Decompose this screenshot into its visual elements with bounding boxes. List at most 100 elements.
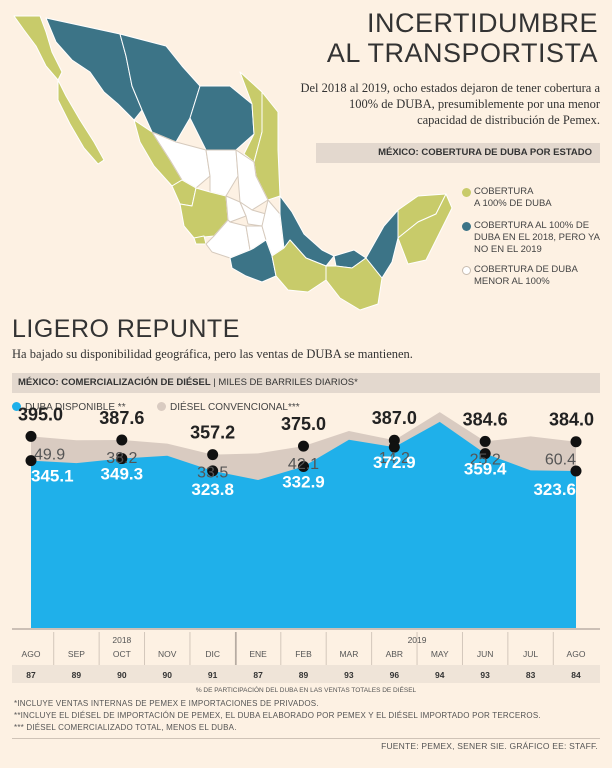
conv-label-12: 60.4 [545, 452, 576, 469]
share-value-11: 83 [526, 670, 536, 680]
chart-header-units: MILES DE BARRILES DIARIOS* [218, 377, 358, 388]
legend-lost-coverage-line2: DUBA EN EL 2018, PERO YA [474, 232, 601, 243]
state-baja-california [13, 15, 63, 81]
chart-header-title: MÉXICO: COMERCIALIZACIÓN DE DIÉSEL [18, 377, 211, 388]
footnote-2: **INCLUYE EL DIÉSEL DE IMPORTACIÓN DE PE… [14, 711, 541, 720]
month-label-6: FEB [295, 649, 312, 659]
legend-dot-teal [462, 222, 471, 231]
main-description: Del 2018 al 2019, ocho estados dejaron d… [300, 81, 600, 127]
total-label-8: 387.0 [372, 408, 417, 428]
share-row-bg [12, 665, 600, 683]
share-value-3: 90 [163, 670, 173, 680]
mexico-coverage-map [13, 15, 453, 311]
state-quintana-roo [397, 193, 453, 265]
legend-convencional-dot [157, 402, 166, 411]
legend-partial-coverage: COBERTURA DE DUBA MENOR AL 100% [462, 264, 602, 288]
legend-duba-dot [12, 402, 21, 411]
total-label-4: 357.2 [190, 423, 235, 443]
duba-label-2: 349.3 [101, 465, 144, 484]
legend-partial-coverage-line1: COBERTURA DE DUBA [474, 264, 578, 275]
share-value-8: 96 [390, 670, 400, 680]
duba-point-12 [570, 465, 582, 477]
duba-label-10: 359.4 [464, 460, 507, 479]
conv-label-4: 33.5 [197, 465, 228, 482]
total-point-6 [298, 440, 309, 452]
legend-duba: DUBA DISPONIBLE ** [12, 402, 126, 413]
state-coahuila [189, 85, 255, 151]
conv-label-8: 14.2 [379, 450, 410, 467]
duba-label-12: 323.6 [533, 480, 576, 499]
share-value-9: 94 [435, 670, 445, 680]
total-label-2: 387.6 [99, 408, 144, 428]
duba-area [31, 421, 576, 628]
month-label-2: OCT [113, 649, 131, 659]
total-label-12: 384.0 [549, 410, 594, 430]
total-point-4 [207, 449, 219, 461]
total-label-6: 375.0 [281, 414, 326, 434]
duba-point-10 [479, 448, 491, 460]
share-value-1: 89 [72, 670, 82, 680]
footnote-1: *INCLUYE VENTAS INTERNAS DE PEMEX E IMPO… [14, 699, 319, 708]
share-value-7: 93 [344, 670, 354, 680]
month-label-7: MAR [339, 649, 358, 659]
share-value-2: 90 [117, 670, 127, 680]
share-value-0: 87 [26, 670, 36, 680]
month-label-0: AGO [22, 649, 41, 659]
legend-dot-white [462, 266, 471, 275]
duba-point-2 [116, 453, 128, 465]
legend-convencional-label: DIÉSEL CONVENCIONAL*** [170, 402, 300, 413]
chart-section-title: LIGERO REPUNTE [12, 315, 240, 343]
duba-label-0: 345.1 [31, 467, 74, 486]
legend-lost-coverage-line1: COBERTURA AL 100% DE [474, 220, 590, 231]
main-title: INCERTIDUMBRE AL TRANSPORTISTA [298, 8, 598, 68]
main-title-line2: AL TRANSPORTISTA [326, 38, 598, 68]
state-chiapas [325, 257, 383, 311]
main-title-line1: INCERTIDUMBRE [366, 8, 598, 38]
state-durango [151, 131, 211, 189]
total-point-2 [116, 434, 128, 446]
chart-header-bar: MÉXICO: COMERCIALIZACIÓN DE DIÉSEL | MIL… [12, 373, 600, 393]
month-label-3: NOV [158, 649, 177, 659]
footnote-3: *** DIÉSEL COMERCIALIZADO TOTAL, MENOS E… [14, 723, 237, 732]
month-label-12: AGO [567, 649, 586, 659]
duba-label-8: 372.9 [373, 453, 416, 472]
duba-label-4: 323.8 [191, 480, 234, 499]
month-label-8: ABR [386, 649, 403, 659]
legend-partial-coverage-line2: MENOR AL 100% [474, 276, 550, 287]
duba-label-6: 332.9 [282, 473, 325, 492]
state-guanajuato [225, 195, 247, 223]
share-caption: % DE PARTICIPACIÓN DEL DUBA EN LAS VENTA… [196, 685, 417, 694]
total-label-0: 395.0 [18, 404, 63, 424]
footer-divider [12, 738, 600, 739]
legend-lost-coverage: COBERTURA AL 100% DE DUBA EN EL 2018, PE… [462, 220, 602, 256]
month-label-4: DIC [205, 649, 220, 659]
source-credit: FUENTE: PEMEX, SENER SIE. GRÁFICO EE: ST… [381, 741, 598, 751]
total-point-0 [25, 430, 37, 442]
conv-label-2: 38.2 [106, 450, 137, 467]
duba-point-4 [207, 465, 219, 477]
legend-full-coverage-line1: COBERTURA [474, 186, 534, 197]
legend-lost-coverage-line3: NO EN EL 2019 [474, 244, 542, 255]
duba-point-8 [388, 441, 400, 453]
share-value-10: 93 [480, 670, 490, 680]
total-point-12 [570, 436, 582, 448]
legend-convencional: DIÉSEL CONVENCIONAL*** [157, 402, 300, 413]
month-label-11: JUL [523, 649, 538, 659]
month-label-1: SEP [68, 649, 85, 659]
total-point-10 [479, 435, 491, 447]
duba-point-6 [298, 461, 309, 473]
month-label-9: MAY [431, 649, 449, 659]
legend-full-coverage-line2: A 100% DE DUBA [474, 198, 552, 209]
year-label-1: 2019 [408, 635, 427, 645]
total-label-10: 384.6 [463, 409, 508, 429]
legend-duba-label: DUBA DISPONIBLE ** [25, 402, 126, 413]
map-section-label: MÉXICO: COBERTURA DE DUBA POR ESTADO [316, 143, 600, 163]
legend-dot-yellow [462, 188, 471, 197]
month-label-5: ENE [249, 649, 267, 659]
state-baja-california-sur [57, 79, 105, 165]
share-value-6: 89 [299, 670, 309, 680]
duba-point-0 [25, 455, 37, 467]
conv-label-0: 49.9 [34, 446, 65, 463]
share-value-5: 87 [253, 670, 263, 680]
